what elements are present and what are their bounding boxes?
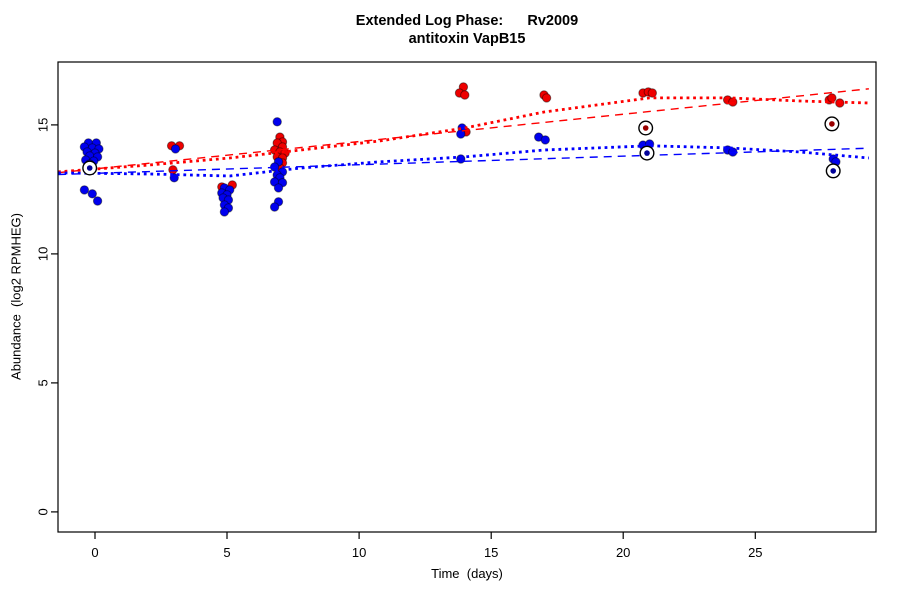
x-tick-label: 25: [748, 545, 762, 560]
data-point-red: [541, 93, 552, 103]
data-point-blue: [272, 117, 282, 127]
data-point-red: [168, 165, 178, 175]
data-point-red: [647, 88, 657, 98]
flagged-dot-red: [642, 125, 649, 131]
flagged-dot-blue: [644, 150, 650, 156]
y-tick-label: 15: [36, 118, 51, 132]
chart-subtitle: antitoxin VapB15: [408, 31, 526, 47]
data-point-blue: [269, 202, 280, 212]
data-point-red: [460, 90, 470, 100]
x-axis-label: Time (days): [431, 566, 503, 581]
y-axis-label: Abundance (log2 RPMHEG): [8, 213, 24, 380]
x-tick-label: 5: [223, 545, 230, 560]
y-tick-label: 10: [36, 247, 51, 261]
flagged-dot-red: [829, 121, 835, 127]
y-tick-label: 5: [36, 379, 51, 386]
y-tick-label: 0: [36, 508, 51, 515]
data-point-blue: [219, 207, 230, 217]
data-point-blue: [170, 144, 181, 154]
x-tick-label: 10: [352, 545, 366, 560]
trend-line-red-linear: [57, 88, 869, 174]
x-tick-label: 20: [616, 545, 630, 560]
data-point-blue: [273, 183, 284, 193]
x-tick-label: 0: [91, 545, 98, 560]
data-point-blue: [540, 135, 550, 145]
flagged-dot-blue: [830, 168, 836, 174]
data-point-blue: [87, 189, 98, 199]
data-point-blue: [79, 185, 90, 195]
trend-line-red-loess: [57, 96, 869, 174]
chart-title: Extended Log Phase: Rv2009: [355, 13, 579, 29]
x-tick-label: 15: [484, 545, 498, 560]
flagged-dot-blue: [86, 165, 93, 171]
data-point-blue: [92, 196, 103, 206]
trend-line-blue-linear: [57, 147, 869, 176]
data-point-blue: [456, 154, 466, 164]
plot-box: [57, 61, 877, 533]
trend-line-blue-loess: [57, 144, 870, 178]
